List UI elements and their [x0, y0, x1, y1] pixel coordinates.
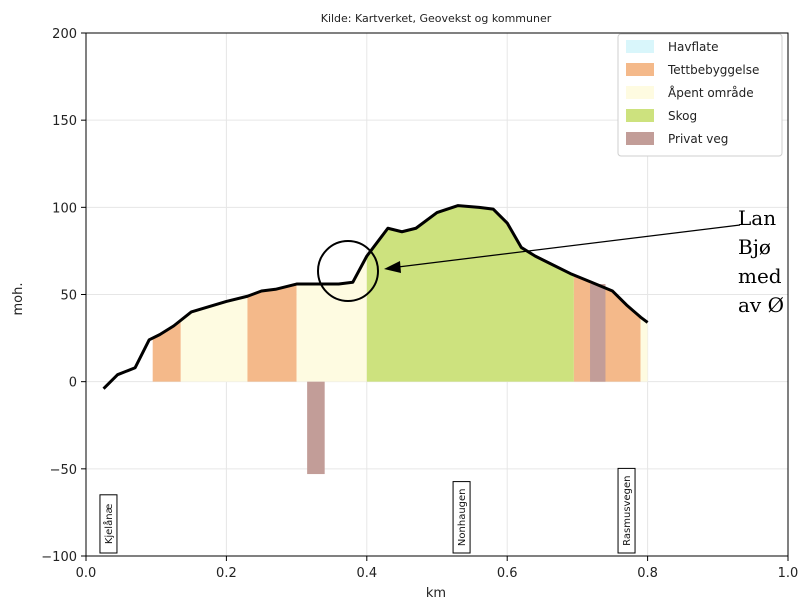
- annotation-arrow-line: [397, 224, 741, 268]
- legend-item: Privat veg: [626, 132, 728, 146]
- legend-label: Skog: [668, 109, 697, 123]
- legend-item: Skog: [626, 109, 697, 123]
- legend-item: Tettbebyggelse: [626, 63, 759, 77]
- annotation-line-1: Lan: [738, 206, 776, 230]
- place-label-box: [452, 481, 471, 554]
- highlight-circle: [317, 240, 379, 302]
- y-tick-label: −50: [50, 463, 77, 478]
- x-tick-label: 0.2: [216, 566, 237, 581]
- annotation-line-4: av Ø: [738, 293, 784, 317]
- land-cover-bar: [640, 317, 648, 382]
- land-cover-bar: [180, 296, 248, 382]
- place-labels: Kjelånæ Nonhaugen Rasmusvegen: [99, 467, 636, 554]
- elevation-profile-line: [102, 204, 649, 390]
- place-label: Nonhaugen: [452, 481, 471, 554]
- x-tick-label: 0.4: [356, 566, 377, 581]
- annotation-line-2: Bjø: [738, 235, 771, 259]
- legend-label: Tettbebyggelse: [667, 63, 759, 77]
- legend-swatch: [626, 63, 654, 76]
- place-label: Rasmusvegen: [617, 467, 636, 554]
- road-bars: [307, 284, 606, 475]
- place-label-text: Nonhaugen: [457, 489, 468, 547]
- road-bar: [590, 284, 606, 382]
- x-tick-label: 0.0: [76, 566, 97, 581]
- legend-swatch: [626, 40, 654, 53]
- legend-label: Privat veg: [668, 132, 728, 146]
- y-tick-label: 200: [52, 27, 77, 42]
- y-tick-label: −100: [41, 550, 77, 565]
- road-bar: [307, 381, 325, 475]
- tick-labels: 0.0 0.2 0.4 0.6 0.8 1.0 200 150 100 50 0 −50 −100: [41, 27, 798, 581]
- place-label-text: Rasmusvegen: [622, 476, 633, 546]
- legend-swatch: [626, 132, 654, 145]
- x-tick-label: 0.8: [637, 566, 658, 581]
- annotation-line-3: med: [738, 264, 782, 288]
- place-label-box: [617, 467, 636, 554]
- chart-title: Kilde: Kartverket, Geovekst og kommuner: [321, 12, 552, 25]
- place-label-text: Kjelånæ: [102, 503, 115, 544]
- legend-label: Åpent område: [668, 85, 754, 100]
- y-tick-label: 0: [69, 376, 77, 391]
- x-tick-label: 1.0: [778, 566, 799, 581]
- y-tick-label: 100: [52, 201, 77, 216]
- y-tick-label: 50: [60, 289, 77, 304]
- legend-box: [617, 33, 783, 157]
- legend-item: Havflate: [626, 40, 718, 54]
- place-label: Kjelånæ: [99, 494, 118, 554]
- legend-swatch: [626, 86, 654, 99]
- axes: [81, 32, 789, 561]
- y-tick-label: 150: [52, 114, 77, 129]
- x-axis-label: km: [426, 586, 446, 601]
- annotation-text: Lan Bjø med av Ø: [738, 206, 784, 317]
- legend-label: Havflate: [668, 40, 718, 54]
- place-label-box: [99, 494, 118, 554]
- land-cover-bar: [247, 284, 297, 382]
- legend-swatch: [626, 109, 654, 122]
- x-tick-label: 0.6: [497, 566, 518, 581]
- y-axis-label: moh.: [11, 283, 26, 316]
- legend-item: Åpent område: [626, 85, 754, 100]
- legend: Havflate Tettbebyggelse Åpent område Skog Pr…: [617, 33, 783, 157]
- annotation-arrowhead: [384, 261, 401, 273]
- land-cover-bar: [296, 256, 367, 382]
